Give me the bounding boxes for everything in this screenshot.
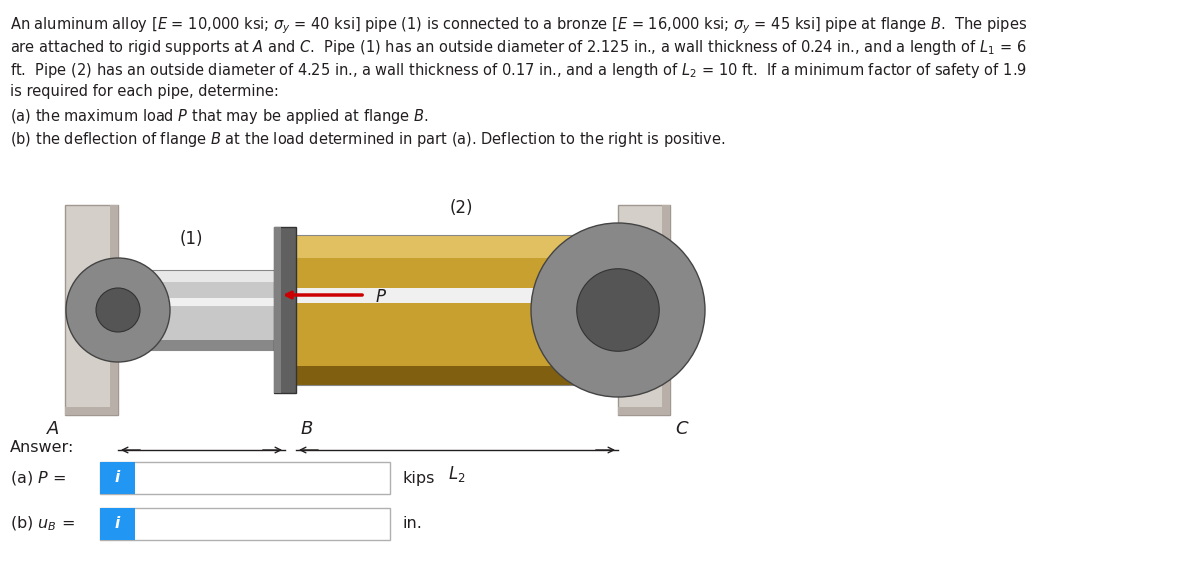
Text: (b) the deflection of flange $B$ at the load determined in part (a). Deflection : (b) the deflection of flange $B$ at the …: [10, 130, 726, 149]
Text: i: i: [114, 471, 120, 486]
Bar: [100, 462, 134, 494]
Bar: [118, 270, 286, 350]
Text: $L_2$: $L_2$: [449, 464, 466, 484]
Text: Answer:: Answer:: [10, 440, 74, 455]
Bar: [65, 205, 118, 415]
Text: $P$: $P$: [374, 288, 386, 306]
Text: (1): (1): [179, 230, 203, 248]
Bar: [118, 298, 286, 307]
Text: An aluminum alloy [$E$ = 10,000 ksi; $\sigma_y$ = 40 ksi] pipe (1) is connected : An aluminum alloy [$E$ = 10,000 ksi; $\s…: [10, 15, 1027, 36]
Bar: [662, 205, 670, 415]
Bar: [286, 235, 618, 385]
Bar: [274, 227, 296, 393]
Bar: [118, 340, 286, 350]
Text: $B$: $B$: [300, 420, 313, 438]
Bar: [100, 508, 134, 540]
Text: i: i: [114, 517, 120, 532]
Circle shape: [66, 258, 170, 362]
Text: (a) $P$ =: (a) $P$ =: [10, 469, 66, 487]
Bar: [110, 205, 118, 415]
Bar: [65, 407, 118, 415]
Text: is required for each pipe, determine:: is required for each pipe, determine:: [10, 84, 278, 99]
Bar: [286, 288, 618, 303]
Bar: [286, 366, 618, 385]
Text: (a) the maximum load $P$ that may be applied at flange $B$.: (a) the maximum load $P$ that may be app…: [10, 107, 428, 126]
Bar: [618, 407, 670, 415]
Bar: [274, 227, 281, 393]
Circle shape: [530, 223, 706, 397]
Text: (b) $u_B$ =: (b) $u_B$ =: [10, 515, 74, 533]
Circle shape: [577, 269, 659, 351]
Bar: [118, 270, 286, 282]
Bar: [100, 508, 390, 540]
Circle shape: [96, 288, 140, 332]
Text: $L_1$: $L_1$: [193, 464, 210, 484]
Text: $A$: $A$: [46, 420, 60, 438]
Bar: [118, 270, 286, 350]
Text: kips: kips: [402, 471, 434, 486]
Text: (2): (2): [449, 199, 473, 217]
Text: ft.  Pipe (2) has an outside diameter of 4.25 in., a wall thickness of 0.17 in.,: ft. Pipe (2) has an outside diameter of …: [10, 61, 1027, 80]
Text: in.: in.: [402, 517, 422, 532]
Text: are attached to rigid supports at $A$ and $C$.  Pipe (1) has an outside diameter: are attached to rigid supports at $A$ an…: [10, 38, 1027, 57]
Bar: [618, 205, 670, 415]
Bar: [100, 462, 390, 494]
Bar: [286, 235, 618, 258]
Bar: [286, 235, 618, 385]
Text: $C$: $C$: [674, 420, 690, 438]
